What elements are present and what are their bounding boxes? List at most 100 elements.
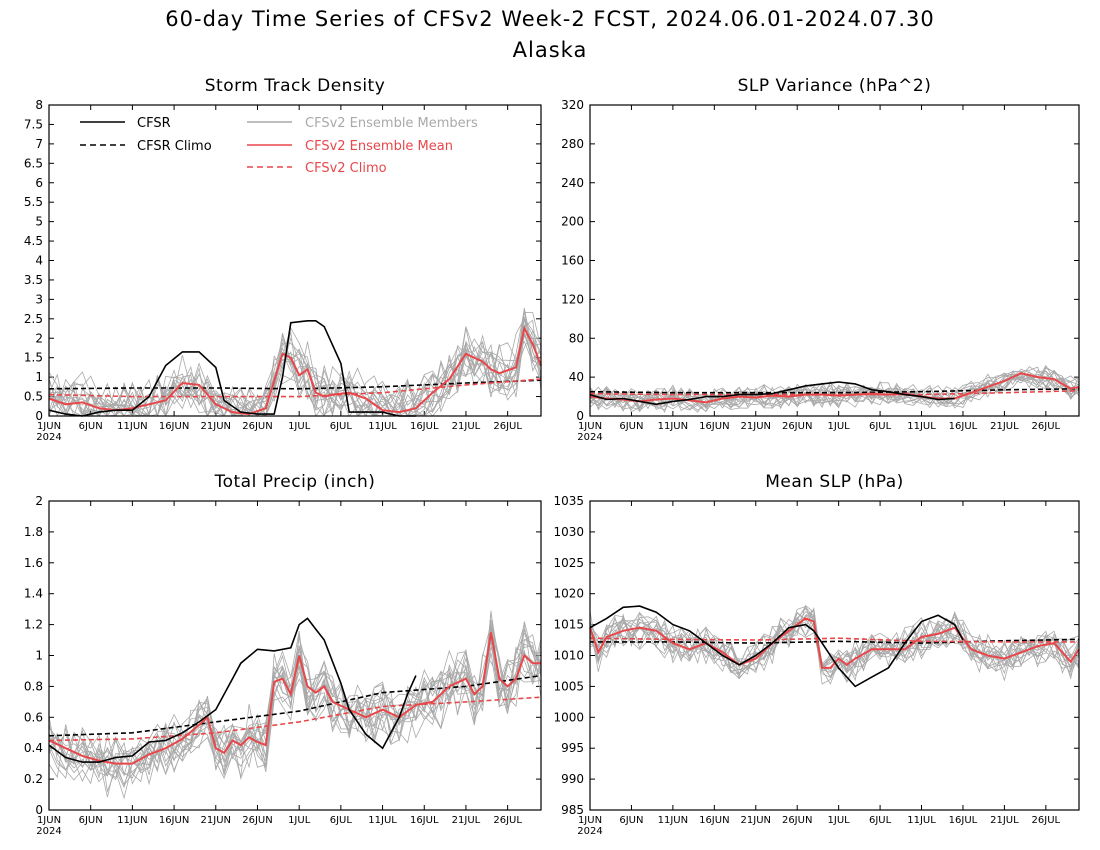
storm-member-line <box>49 307 541 416</box>
slpvar-ytick-label: 40 <box>569 370 584 384</box>
storm-ytick-label: 3.5 <box>24 273 43 287</box>
meanslp-ytick-label: 1000 <box>553 710 584 724</box>
precip-mean-line <box>48 632 541 765</box>
slpvar-ensemble-members <box>590 364 1079 414</box>
meanslp-xtick-label: 1JUL <box>828 815 851 826</box>
storm-frame <box>48 104 542 417</box>
slpvar-xtick-label: 16JUN <box>699 421 729 432</box>
precip-xtick-label: 16JUN <box>159 815 189 826</box>
storm-ytick-label: 2.5 <box>24 312 43 326</box>
meanslp-frame <box>589 500 1080 811</box>
storm-ytick-label: 3 <box>35 292 43 306</box>
slpvar-cfsr-climo-line <box>589 388 1080 394</box>
slpvar-member-line <box>590 377 1079 413</box>
total-precip-panel: Total Precip (inch) 0 0.2 0.4 0.6 0.8 1 1.2 1.4 1… <box>24 472 542 837</box>
meanslp-year-label: 2024 <box>577 826 602 837</box>
meanslp-ytick-label: 1035 <box>553 494 584 508</box>
precip-ytick-label: 0.8 <box>24 679 43 693</box>
slpvar-ytick-label: 80 <box>569 331 584 345</box>
precip-ytick-label: 2 <box>35 494 43 508</box>
meanslp-ytick-label: 1005 <box>553 679 584 693</box>
slpvar-ytick-label: 200 <box>561 215 584 229</box>
slpvar-ytick-label: 320 <box>561 98 584 112</box>
precip-xtick-label: 21JUL <box>452 815 481 826</box>
meanslp-cfsr-line <box>589 605 964 688</box>
meanslp-ytick-label: 1030 <box>553 525 584 539</box>
precip-xtick-label: 26JUN <box>242 815 272 826</box>
precip-member-line <box>49 636 541 785</box>
storm-ytick-label: 6.5 <box>24 156 43 170</box>
storm-xtick-label: 26JUN <box>242 421 272 432</box>
storm-xtick-label: 16JUL <box>410 421 439 432</box>
slpvar-title: SLP Variance (hPa^2) <box>738 76 932 96</box>
slpvar-frame <box>589 104 1080 417</box>
meanslp-cfsv2-climo-line <box>589 637 1079 643</box>
precip-xtick-label: 1JUL <box>288 815 311 826</box>
slpvar-xtick-label: 21JUN <box>741 421 771 432</box>
meanslp-ytick-label: 990 <box>561 772 584 786</box>
figure-title: 60-day Time Series of CFSv2 Week-2 FCST,… <box>165 7 934 31</box>
precip-ytick-label: 0.4 <box>24 741 43 755</box>
precip-ytick-label: 1.4 <box>24 587 43 601</box>
precip-xtick-label: 26JUL <box>493 815 522 826</box>
meanslp-member-line <box>590 611 1079 683</box>
slpvar-xtick-label: 21JUL <box>990 421 1019 432</box>
precip-member-line <box>49 623 541 783</box>
legend: CFSR CFSR Climo CFSv2 Ensemble Members C… <box>80 116 478 176</box>
mean-slp-panel: Mean SLP (hPa) 985 990 995 1000 1005 1010 1015 1… <box>553 472 1080 837</box>
precip-xtick-label: 1JUN <box>37 815 61 826</box>
meanslp-xtick-label: 1JUN <box>578 815 602 826</box>
storm-ytick-label: 0.5 <box>24 390 43 404</box>
meanslp-xtick-label: 16JUN <box>699 815 729 826</box>
precip-xtick-label: 6JUL <box>330 815 353 826</box>
slpvar-member-line <box>590 368 1079 412</box>
precip-ytick-label: 1.8 <box>24 525 43 539</box>
storm-track-density-panel: Storm Track Density 0 0.5 1 1.5 2 2.5 3 3.5 4 4.5 5… <box>24 76 542 443</box>
precip-cfsr-climo-line <box>48 674 542 737</box>
legend-label-cfsr: CFSR <box>137 116 171 131</box>
storm-xtick-label: 21JUL <box>452 421 481 432</box>
storm-ytick-label: 4.5 <box>24 234 43 248</box>
slpvar-ytick-label: 240 <box>561 176 584 190</box>
storm-ytick-label: 5 <box>35 215 43 229</box>
storm-cfsr-climo-line <box>48 379 542 390</box>
precip-member-line <box>49 624 541 775</box>
storm-ytick-label: 1.5 <box>24 351 43 365</box>
meanslp-xtick-label: 6JUL <box>869 815 892 826</box>
slpvar-ytick-label: 160 <box>561 254 584 268</box>
meanslp-xtick-label: 11JUN <box>658 815 688 826</box>
slpvar-xtick-label: 1JUL <box>828 421 851 432</box>
storm-cfsr-line <box>48 319 416 417</box>
slpvar-xtick-label: 26JUL <box>1032 421 1061 432</box>
precip-xtick-label: 11JUN <box>117 815 147 826</box>
precip-cfsr-line <box>48 617 417 763</box>
legend-label-members: CFSv2 Ensemble Members <box>305 116 478 131</box>
precip-xtick-label: 6JUN <box>79 815 103 826</box>
slpvar-member-line <box>590 367 1079 411</box>
precip-xtick-label: 16JUL <box>410 815 439 826</box>
slpvar-mean-line <box>589 372 1080 404</box>
precip-ytick-label: 1.2 <box>24 618 43 632</box>
legend-label-cfsv2-climo: CFSv2 Climo <box>305 161 387 176</box>
meanslp-xtick-label: 6JUN <box>619 815 643 826</box>
precip-xtick-label: 21JUN <box>201 815 231 826</box>
precip-ytick-label: 0 <box>35 803 43 817</box>
storm-year-label: 2024 <box>36 432 61 443</box>
precip-ytick-label: 0.2 <box>24 772 43 786</box>
storm-xtick-label: 21JUN <box>201 421 231 432</box>
slpvar-ytick-label: 280 <box>561 137 584 151</box>
precip-xtick-label: 11JUL <box>368 815 397 826</box>
storm-xtick-label: 26JUL <box>493 421 522 432</box>
slpvar-xtick-label: 11JUN <box>658 421 688 432</box>
slpvar-xtick-label: 11JUL <box>907 421 936 432</box>
precip-ensemble-members <box>49 610 541 800</box>
storm-xtick-label: 6JUN <box>79 421 103 432</box>
storm-ytick-label: 8 <box>35 98 43 112</box>
precip-ytick-label: 1 <box>35 649 43 663</box>
storm-xtick-label: 1JUL <box>288 421 311 432</box>
meanslp-member-line <box>590 616 1079 677</box>
slpvar-xtick-label: 6JUN <box>619 421 643 432</box>
meanslp-title: Mean SLP (hPa) <box>765 472 904 492</box>
storm-title: Storm Track Density <box>205 76 386 96</box>
